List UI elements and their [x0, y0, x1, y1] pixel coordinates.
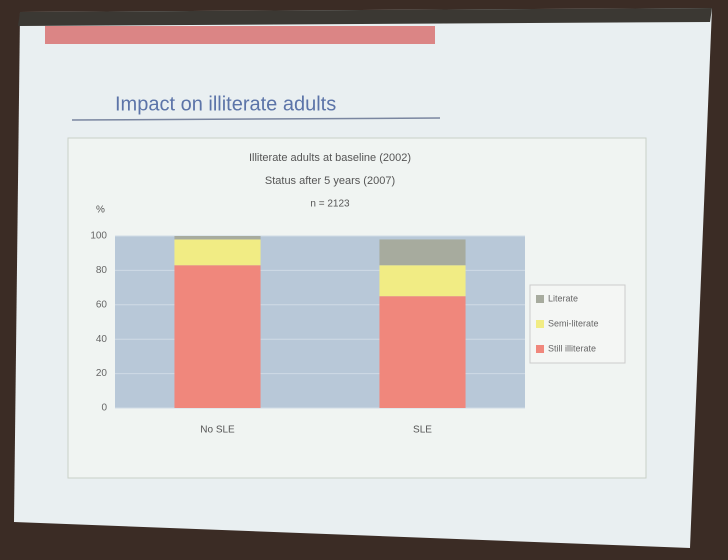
slide-banner	[45, 26, 435, 44]
bar-segment	[174, 265, 260, 408]
y-tick-label: 20	[96, 368, 108, 379]
bar-segment	[379, 265, 465, 296]
chart-note: n = 2123	[310, 199, 350, 210]
chart-title: Illiterate adults at baseline (2002)	[249, 152, 411, 164]
legend-swatch	[536, 295, 544, 303]
chart-subtitle: Status after 5 years (2007)	[265, 175, 395, 187]
photo: Impact on illiterate adults Illiterate a…	[0, 0, 728, 555]
legend-label: Still illiterate	[548, 343, 596, 353]
bar-segment	[174, 236, 260, 239]
y-tick-label: 40	[96, 334, 108, 345]
x-tick-label: SLE	[413, 425, 432, 436]
x-tick-label: No SLE	[200, 425, 235, 436]
y-tick-label: 0	[101, 403, 107, 414]
bar-segment	[174, 239, 260, 265]
bar-segment	[379, 239, 465, 265]
y-tick-label: 80	[96, 265, 108, 276]
legend-swatch	[536, 345, 544, 353]
legend-label: Semi-literate	[548, 318, 599, 328]
bar-segment	[379, 296, 465, 408]
y-tick-label: 100	[90, 231, 107, 242]
y-axis-label: %	[96, 205, 105, 216]
slide-title: Impact on illiterate adults	[115, 93, 336, 115]
page: Impact on illiterate adults Illiterate a…	[0, 0, 728, 555]
y-tick-label: 60	[96, 299, 108, 310]
legend-label: Literate	[548, 293, 578, 303]
legend-swatch	[536, 320, 544, 328]
